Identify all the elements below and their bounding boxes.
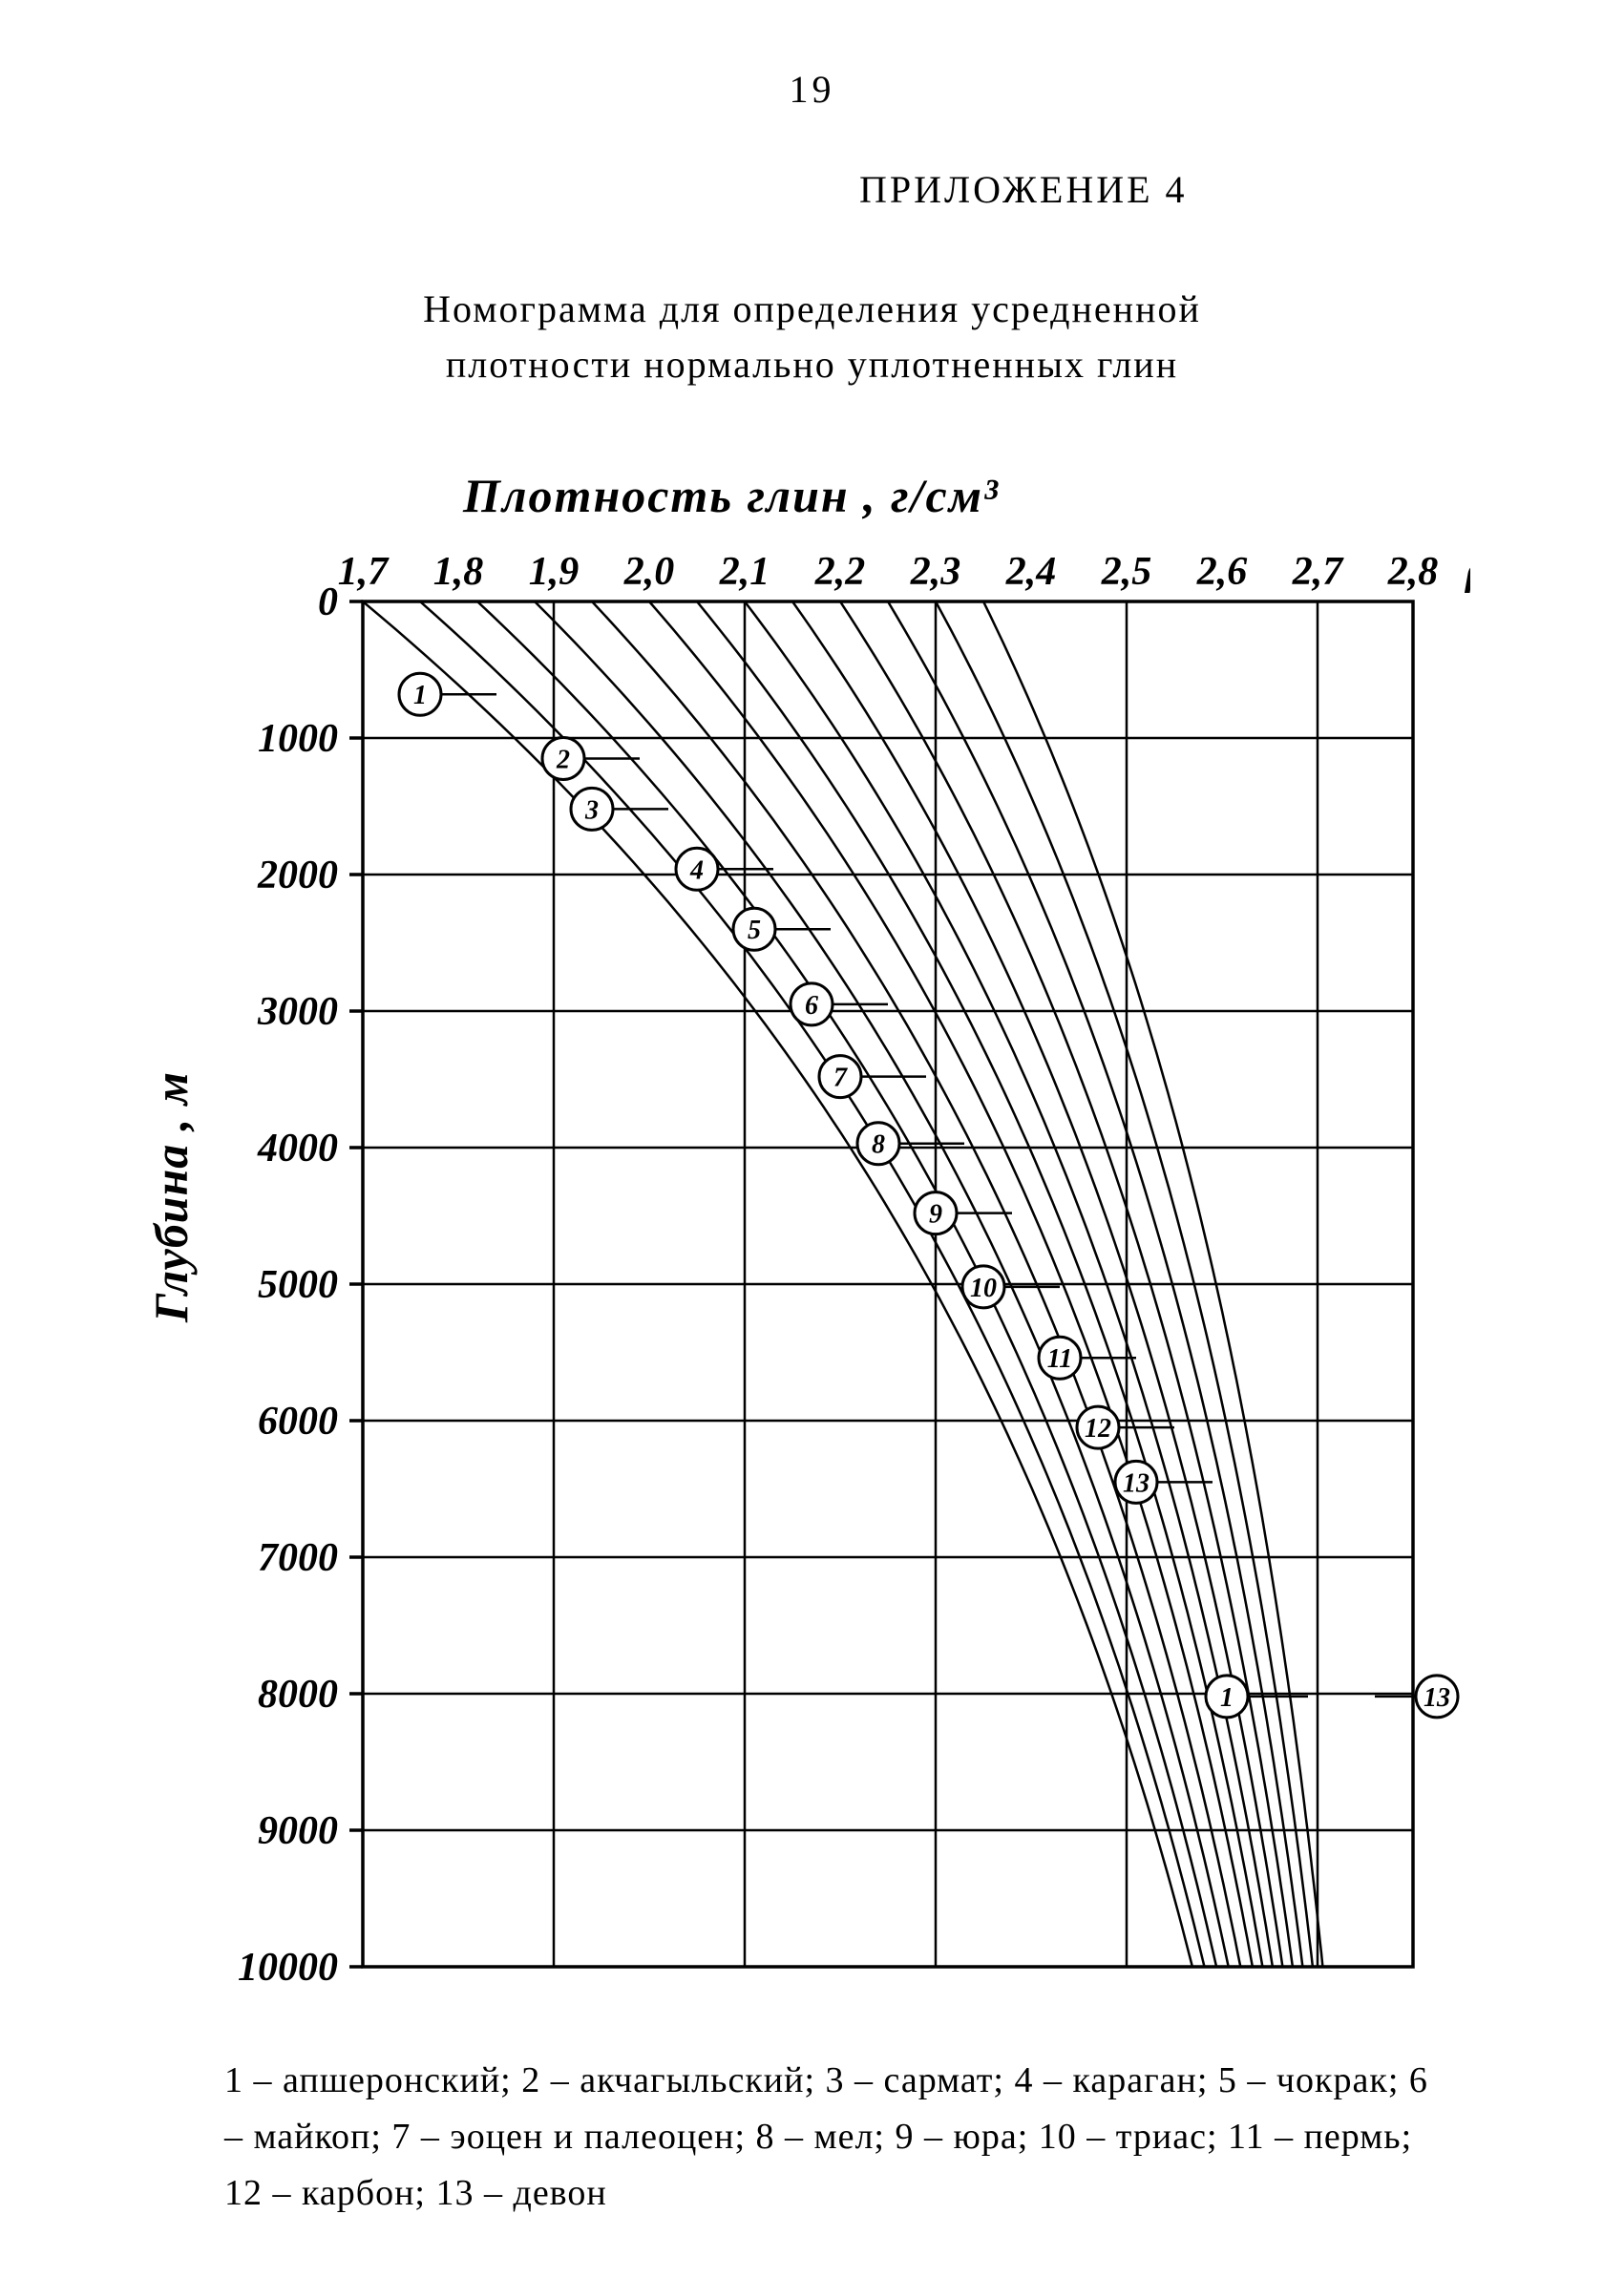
y-axis-label: Глубина , м: [143, 1071, 199, 1322]
svg-text:5000: 5000: [258, 1263, 338, 1307]
svg-text:4000: 4000: [257, 1127, 338, 1171]
svg-text:0: 0: [318, 580, 338, 624]
page-title: Номограмма для определения усредненной п…: [0, 282, 1624, 392]
svg-text:2,6: 2,6: [1196, 550, 1248, 594]
svg-text:2,3: 2,3: [910, 550, 961, 594]
marker-label-7: 7: [833, 1064, 848, 1093]
marker-label-8: 8: [872, 1130, 885, 1160]
marker-label-1: 1: [1220, 1683, 1234, 1713]
svg-text:2,7: 2,7: [1292, 550, 1345, 594]
svg-text:1000: 1000: [258, 717, 338, 761]
title-line-1: Номограмма для определения усредненной: [423, 287, 1201, 330]
svg-text:6000: 6000: [258, 1400, 338, 1444]
marker-label-4: 4: [689, 855, 704, 885]
svg-text:10000: 10000: [238, 1946, 338, 1990]
chart-svg: 1,7 1,8 1,9 2,0 2,1 2,2 2,3 2,4 2,5 2,6 2,7 2,8 ρоб 0…: [172, 530, 1470, 2024]
svg-text:7000: 7000: [258, 1536, 338, 1580]
marker-label-6: 6: [805, 991, 818, 1021]
appendix-label: ПРИЛОЖЕНИЕ 4: [859, 167, 1188, 212]
page-number: 19: [0, 67, 1624, 112]
marker-label-13: 13: [1424, 1683, 1450, 1713]
marker-label-2: 2: [556, 745, 570, 774]
marker-label-3: 3: [584, 795, 599, 825]
svg-text:9000: 9000: [258, 1809, 338, 1853]
svg-text:3000: 3000: [257, 990, 338, 1034]
svg-text:2,4: 2,4: [1005, 550, 1057, 594]
svg-text:1,7: 1,7: [338, 550, 390, 594]
x-axis-label: Плотность глин , г/см³: [463, 468, 1000, 523]
svg-text:2,2: 2,2: [814, 550, 866, 594]
svg-text:2,1: 2,1: [719, 550, 770, 594]
svg-text:2,5: 2,5: [1101, 550, 1152, 594]
svg-text:1,8: 1,8: [433, 550, 484, 594]
marker-label-1: 1: [413, 681, 427, 710]
curve-legend: 1 – апшеронский; 2 – акчагыльский; 3 – с…: [224, 2053, 1446, 2222]
marker-label-12: 12: [1085, 1414, 1111, 1444]
svg-text:1,9: 1,9: [529, 550, 580, 594]
svg-text:2,0: 2,0: [623, 550, 675, 594]
svg-text:2000: 2000: [257, 854, 338, 897]
nomogram-chart: Глубина , м 1,71,81,92,02,12,22,32,42,52…: [172, 530, 1470, 2024]
marker-label-5: 5: [748, 916, 761, 945]
svg-text:ρоб: ρоб: [1464, 550, 1470, 594]
title-line-2: плотности нормально уплотненных глин: [446, 343, 1178, 386]
marker-label-9: 9: [929, 1200, 942, 1230]
svg-text:2,8: 2,8: [1387, 550, 1439, 594]
marker-label-10: 10: [970, 1274, 997, 1303]
svg-text:8000: 8000: [258, 1673, 338, 1717]
marker-label-13: 13: [1123, 1468, 1149, 1498]
marker-label-11: 11: [1047, 1344, 1072, 1374]
